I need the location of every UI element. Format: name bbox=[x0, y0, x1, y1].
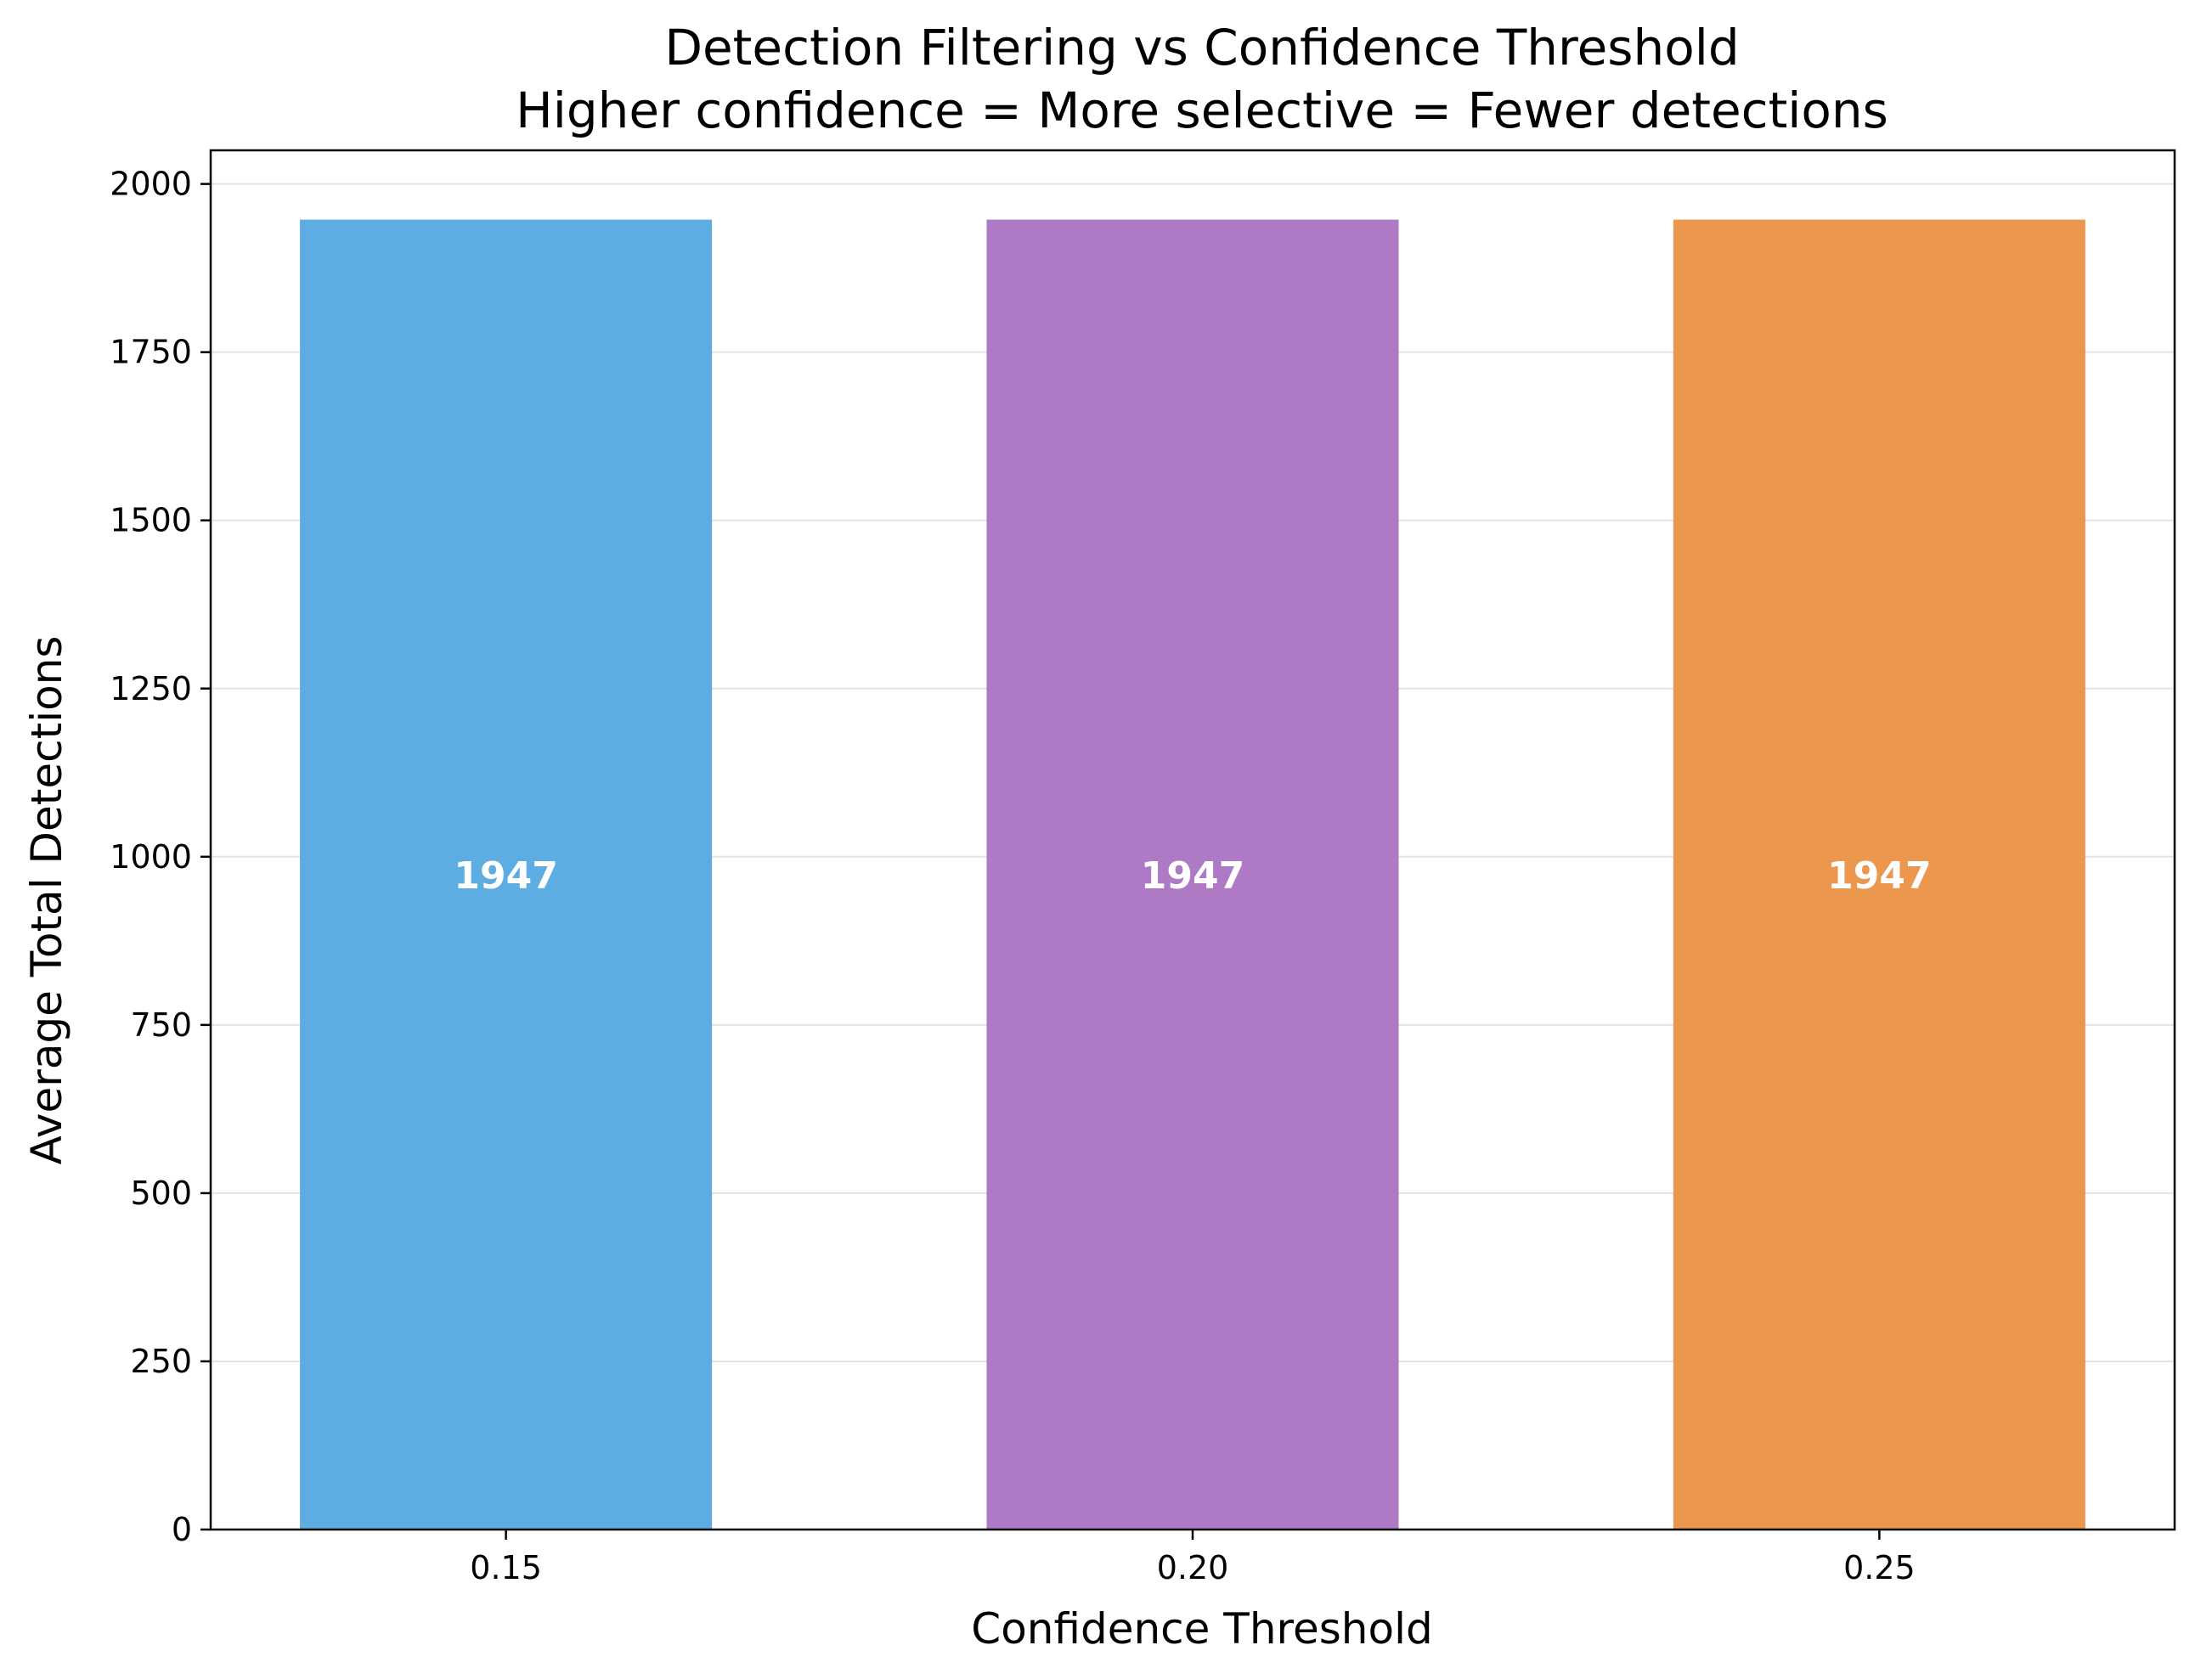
data-label-0.25: 1947 bbox=[1827, 854, 1931, 898]
data-labels: 1947 1947 1947 bbox=[454, 854, 1931, 898]
bar-0.25 bbox=[1673, 219, 2085, 1530]
data-label-0.20: 1947 bbox=[1141, 854, 1244, 898]
y-tick-label: 1000 bbox=[110, 838, 192, 876]
y-tick-label: 1500 bbox=[110, 502, 192, 539]
y-axis-label: Average Total Detections bbox=[22, 636, 71, 1165]
y-tick-label: 250 bbox=[130, 1343, 192, 1380]
x-tick-label: 0.20 bbox=[1157, 1549, 1229, 1586]
y-tick-label: 750 bbox=[130, 1006, 192, 1044]
y-tick-label: 2000 bbox=[110, 166, 192, 203]
x-axis-ticks: 0.15 0.20 0.25 bbox=[470, 1530, 1916, 1586]
x-tick-label: 0.15 bbox=[470, 1549, 542, 1586]
bar-0.15 bbox=[300, 219, 713, 1530]
chart-subtitle: Higher confidence = More selective = Few… bbox=[516, 82, 1888, 139]
chart-title: Detection Filtering vs Confidence Thresh… bbox=[664, 19, 1739, 76]
y-tick-label: 1250 bbox=[110, 670, 192, 707]
x-tick-label: 0.25 bbox=[1843, 1549, 1916, 1586]
y-tick-label: 0 bbox=[172, 1511, 192, 1548]
data-label-0.15: 1947 bbox=[454, 854, 557, 898]
x-axis-label: Confidence Threshold bbox=[971, 1604, 1432, 1654]
y-tick-label: 500 bbox=[130, 1175, 192, 1212]
bar-0.20 bbox=[986, 219, 1399, 1530]
y-tick-label: 1750 bbox=[110, 334, 192, 371]
bars bbox=[300, 219, 2085, 1530]
y-axis-ticks: 0 250 500 750 1000 1250 1500 1750 2000 bbox=[110, 166, 211, 1548]
